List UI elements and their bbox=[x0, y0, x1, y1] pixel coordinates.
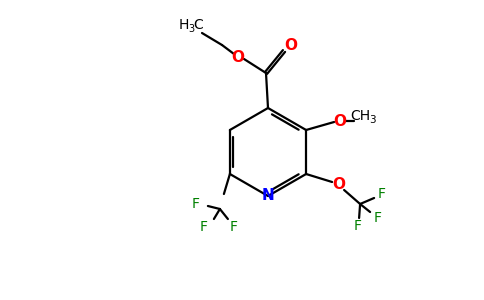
Text: O: O bbox=[231, 50, 244, 64]
Text: F: F bbox=[354, 219, 362, 233]
Text: O: O bbox=[333, 176, 346, 191]
Text: F: F bbox=[230, 220, 238, 234]
Text: C: C bbox=[193, 18, 203, 32]
Text: N: N bbox=[262, 188, 274, 203]
Text: O: O bbox=[285, 38, 298, 53]
Text: H: H bbox=[179, 18, 189, 32]
Text: CH: CH bbox=[350, 109, 370, 123]
Text: F: F bbox=[374, 211, 382, 225]
Text: 3: 3 bbox=[188, 24, 194, 34]
Text: F: F bbox=[378, 187, 386, 201]
Text: F: F bbox=[200, 220, 208, 234]
Text: O: O bbox=[333, 113, 347, 128]
Text: F: F bbox=[192, 197, 200, 211]
Text: 3: 3 bbox=[369, 115, 376, 125]
